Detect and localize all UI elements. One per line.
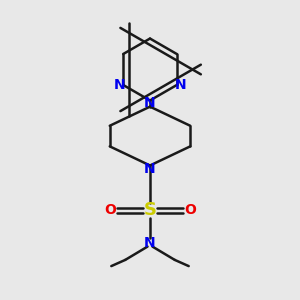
Text: S: S — [143, 201, 157, 219]
Text: N: N — [114, 78, 125, 92]
Text: O: O — [184, 203, 196, 218]
Text: O: O — [104, 203, 116, 218]
Text: N: N — [175, 78, 186, 92]
Text: N: N — [144, 96, 156, 110]
Text: N: N — [144, 236, 156, 250]
Text: N: N — [144, 162, 156, 176]
